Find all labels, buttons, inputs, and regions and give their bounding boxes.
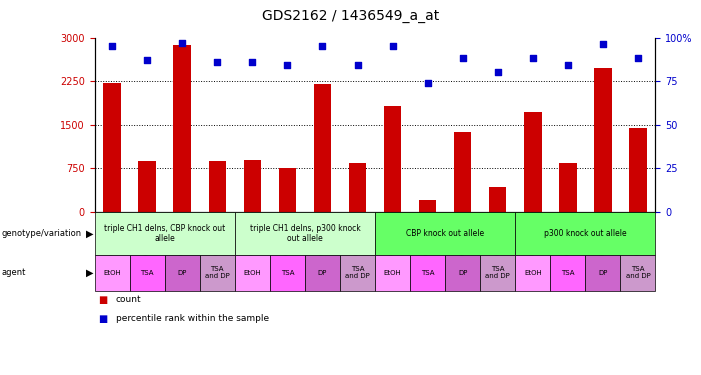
Text: DP: DP (598, 270, 608, 276)
Bar (209, 161, 226, 212)
Text: agent: agent (1, 268, 26, 278)
Point (597, 42, 608, 48)
Text: TSA
and DP: TSA and DP (485, 266, 510, 279)
Point (632, 56, 644, 62)
Bar (515, 255, 550, 291)
Text: p300 knock out allele: p300 knock out allele (544, 229, 627, 238)
Point (562, 62, 573, 68)
Point (317, 43, 328, 49)
Bar (139, 161, 156, 212)
Point (177, 40, 188, 46)
Point (492, 69, 503, 75)
Text: GDS2162 / 1436549_a_at: GDS2162 / 1436549_a_at (262, 9, 439, 23)
Bar (629, 128, 647, 212)
Text: CBP knock out allele: CBP knock out allele (406, 229, 484, 238)
Text: ▶: ▶ (86, 268, 93, 278)
Point (247, 59, 258, 65)
Bar (349, 163, 367, 212)
Bar (620, 255, 655, 291)
Bar (130, 255, 165, 291)
Point (212, 59, 223, 65)
Text: genotype/variation: genotype/variation (1, 229, 81, 238)
Bar (235, 255, 270, 291)
Text: TSA: TSA (280, 270, 294, 276)
Text: TSA: TSA (421, 270, 435, 276)
Bar (235, 212, 375, 255)
Bar (95, 212, 235, 255)
Bar (340, 255, 375, 291)
Text: triple CH1 delns, p300 knock
out allele: triple CH1 delns, p300 knock out allele (250, 224, 360, 243)
Text: TSA
and DP: TSA and DP (345, 266, 370, 279)
Bar (279, 168, 297, 212)
Bar (410, 255, 445, 291)
Text: triple CH1 delns, CBP knock out
allele: triple CH1 delns, CBP knock out allele (104, 224, 225, 243)
Bar (550, 255, 585, 291)
Text: DP: DP (177, 270, 187, 276)
Point (107, 43, 118, 49)
Bar (454, 132, 472, 212)
Bar (174, 45, 191, 212)
Bar (305, 255, 340, 291)
Bar (104, 83, 121, 212)
Bar (419, 200, 436, 212)
Bar (270, 255, 305, 291)
Point (282, 62, 293, 68)
Bar (314, 84, 332, 212)
Bar (445, 255, 480, 291)
Text: TSA
and DP: TSA and DP (625, 266, 651, 279)
Text: TSA: TSA (140, 270, 154, 276)
Point (457, 56, 468, 62)
Bar (559, 163, 576, 212)
Text: EtOH: EtOH (103, 270, 121, 276)
Bar (375, 255, 410, 291)
Bar (515, 212, 655, 255)
Point (527, 56, 538, 62)
Bar (375, 212, 515, 255)
Text: EtOH: EtOH (383, 270, 402, 276)
Text: TSA
and DP: TSA and DP (205, 266, 230, 279)
Bar (524, 112, 542, 212)
Bar (244, 160, 261, 212)
Bar (165, 255, 200, 291)
Text: DP: DP (318, 270, 327, 276)
Text: ■: ■ (98, 314, 107, 324)
Point (422, 80, 433, 86)
Text: EtOH: EtOH (524, 270, 542, 276)
Bar (489, 188, 506, 212)
Bar (200, 255, 235, 291)
Text: percentile rank within the sample: percentile rank within the sample (116, 314, 268, 323)
Bar (95, 255, 130, 291)
Text: ■: ■ (98, 295, 107, 305)
Text: DP: DP (458, 270, 468, 276)
Bar (594, 68, 612, 212)
Text: EtOH: EtOH (243, 270, 261, 276)
Bar (480, 255, 515, 291)
Text: count: count (116, 296, 142, 304)
Point (387, 43, 398, 49)
Point (352, 62, 363, 68)
Bar (585, 255, 620, 291)
Text: ▶: ▶ (86, 228, 93, 238)
Point (142, 57, 153, 63)
Bar (384, 106, 402, 212)
Text: TSA: TSA (561, 270, 575, 276)
